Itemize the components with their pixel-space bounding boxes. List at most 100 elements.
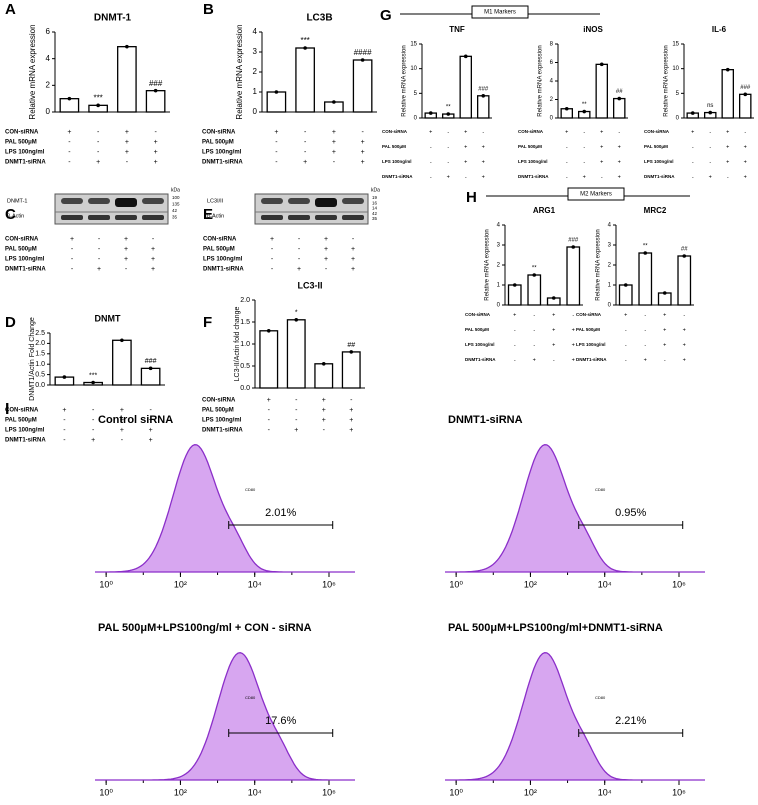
y-tick-label: 15 (410, 42, 417, 48)
y-tick-label: 1.0 (35, 361, 45, 368)
condition-sign: - (98, 246, 101, 253)
x-tick-label: 10⁶ (322, 787, 336, 797)
condition-label: CON-siRNA (518, 129, 544, 134)
condition-sign: - (514, 342, 516, 348)
y-tick-label: 0 (608, 303, 612, 309)
condition-sign: + (149, 437, 153, 444)
replicate-dot (91, 380, 95, 385)
condition-sign: + (464, 144, 467, 150)
replicate-dot (274, 90, 279, 94)
condition-sign: + (125, 139, 129, 146)
condition-sign: + (154, 149, 158, 156)
condition-sign: - (121, 437, 124, 444)
condition-sign: - (644, 312, 646, 318)
y-tick-label: 1 (253, 87, 258, 96)
condition-label: LPS 100ng/ml (644, 159, 674, 164)
significance: ### (478, 86, 489, 92)
significance: ### (145, 358, 157, 365)
condition-sign: + (618, 159, 621, 165)
replicate-dot (512, 283, 517, 287)
bar (266, 91, 287, 113)
panel-letter: B (203, 1, 214, 18)
panel-letter: C (5, 206, 16, 223)
condition-sign: - (126, 159, 129, 166)
panel-letter: I (5, 401, 9, 418)
bar (140, 367, 161, 386)
y-axis-label: LC3-II/Actin fold change (234, 307, 241, 382)
condition-sign: + (324, 246, 328, 253)
kda-unit: kDa (171, 187, 180, 193)
condition-sign: + (124, 236, 128, 243)
chart-title: IL-6 (712, 25, 727, 34)
condition-sign: - (625, 327, 627, 333)
condition-sign: - (583, 159, 585, 165)
condition-sign: - (63, 427, 66, 434)
condition-sign: + (572, 327, 575, 333)
condition-sign: - (323, 427, 326, 434)
condition-sign: - (275, 149, 278, 156)
condition-label: DNMT1-siRNA (382, 174, 413, 179)
band (142, 198, 164, 204)
condition-sign: + (274, 129, 278, 136)
condition-sign: + (332, 139, 336, 146)
x-tick-label: 10⁰ (99, 787, 113, 797)
significance: ## (681, 247, 688, 253)
y-tick-label: 0.5 (240, 363, 250, 370)
y-tick-label: 1 (497, 283, 501, 289)
panel-letter: E (203, 206, 213, 223)
x-tick-label: 10⁶ (322, 579, 336, 589)
condition-label: CON-siRNA (5, 237, 39, 243)
condition-sign: - (572, 312, 574, 318)
y-tick-label: 0 (414, 116, 418, 122)
condition-sign: - (482, 129, 484, 135)
condition-label: CON-siRNA (5, 408, 39, 414)
condition-sign: + (349, 427, 353, 434)
condition-sign: - (68, 159, 71, 166)
y-axis-label: Relative mRNA expression (235, 24, 244, 119)
band-label: LC3I/II (207, 198, 224, 204)
y-axis-label: Relative mRNA expression (596, 229, 602, 300)
condition-sign: - (447, 159, 449, 165)
condition-sign: - (304, 149, 307, 156)
y-tick-label: 2 (46, 80, 51, 89)
histogram (95, 652, 355, 781)
condition-label: PAL 500μM (576, 327, 600, 332)
condition-label: CON-siRNA (465, 312, 491, 317)
condition-sign: - (533, 342, 535, 348)
condition-sign: - (692, 144, 694, 150)
replicate-dot (662, 291, 667, 295)
condition-sign: - (154, 129, 157, 136)
histogram (445, 652, 705, 781)
marker-name: CD80 (595, 695, 606, 700)
condition-sign: - (98, 236, 101, 243)
x-tick-label: 10⁶ (672, 787, 686, 797)
y-tick-label: 5 (414, 91, 418, 97)
condition-sign: + (618, 174, 621, 180)
condition-label: CON-siRNA (202, 130, 236, 136)
replicate-dot (303, 46, 307, 50)
replicate-dot (682, 254, 687, 258)
panel-letter: F (203, 314, 212, 331)
bar (459, 55, 472, 119)
condition-sign: - (275, 159, 278, 166)
y-tick-label: 2.5 (35, 330, 45, 337)
x-tick-label: 10⁴ (248, 579, 262, 589)
group-header: M2 Markers (580, 192, 612, 198)
y-tick-label: 10 (410, 66, 417, 72)
condition-label: PAL 500μM (518, 144, 542, 149)
x-tick-label: 10⁰ (449, 579, 463, 589)
y-tick-label: 3 (497, 243, 501, 249)
band (115, 198, 137, 207)
replicate-dot (125, 44, 129, 49)
kda-marker: 14 (372, 206, 378, 211)
condition-sign: + (332, 129, 336, 136)
bar (145, 90, 166, 113)
condition-sign: + (726, 144, 729, 150)
histogram (95, 444, 355, 573)
bar (677, 255, 692, 306)
condition-sign: + (149, 417, 153, 424)
condition-sign: - (727, 174, 729, 180)
y-tick-label: 2 (608, 263, 612, 269)
replicate-dot (349, 350, 354, 354)
condition-sign: - (361, 129, 364, 136)
